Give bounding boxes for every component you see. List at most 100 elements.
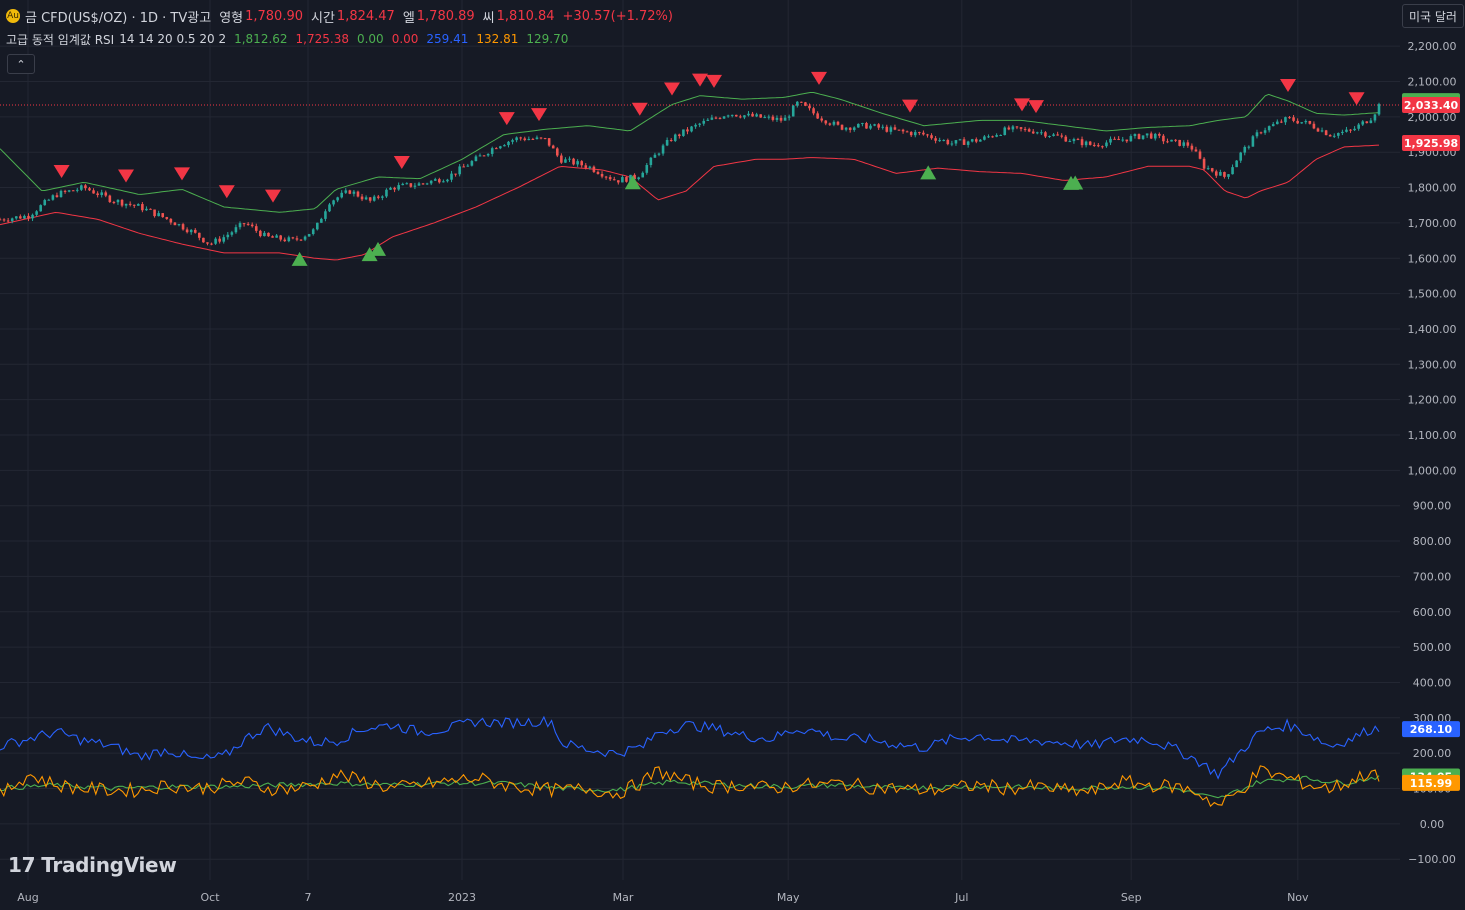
candle-body bbox=[275, 235, 278, 238]
candle-body bbox=[1117, 138, 1120, 141]
candle-body bbox=[6, 220, 10, 222]
candle-body bbox=[515, 137, 518, 141]
y-tick-label: 400.00 bbox=[1413, 676, 1452, 689]
candle-body bbox=[507, 141, 510, 146]
indicator-value: 259.41 bbox=[426, 32, 469, 46]
x-tick-label: Oct bbox=[200, 891, 220, 904]
candle-body bbox=[161, 213, 165, 218]
candle-body bbox=[364, 197, 368, 200]
candle-body bbox=[43, 200, 47, 206]
gold-symbol-icon: Au bbox=[6, 9, 20, 23]
candle-body bbox=[1247, 146, 1251, 148]
candle-body bbox=[1068, 141, 1072, 143]
candle-body bbox=[47, 199, 51, 201]
candle-body bbox=[218, 238, 221, 242]
rsi-green-line bbox=[0, 775, 1380, 799]
candle-body bbox=[1121, 139, 1125, 141]
candle-body bbox=[1031, 131, 1035, 134]
candle-body bbox=[527, 138, 531, 141]
y-tick-label: 900.00 bbox=[1413, 500, 1452, 513]
candle-body bbox=[572, 158, 575, 165]
candle-body bbox=[617, 180, 620, 183]
candle-body bbox=[283, 239, 287, 242]
candle-body bbox=[1219, 172, 1222, 176]
candle-body bbox=[714, 117, 718, 119]
candle-body bbox=[857, 123, 860, 128]
candle-body bbox=[865, 123, 868, 129]
candle-body bbox=[913, 132, 917, 136]
candle-body bbox=[1190, 145, 1194, 150]
sell-signal-marker bbox=[631, 102, 648, 116]
candle-body bbox=[1170, 139, 1173, 142]
candle-body bbox=[360, 196, 364, 200]
candle-body bbox=[600, 173, 604, 177]
price-axis-label-bg bbox=[1402, 721, 1460, 738]
candle-body bbox=[694, 124, 697, 127]
candle-body bbox=[259, 230, 262, 237]
candle-body bbox=[92, 190, 95, 194]
tradingview-logo[interactable]: 17 TradingView bbox=[8, 853, 177, 877]
candle-body bbox=[1153, 133, 1157, 139]
candle-body bbox=[1235, 160, 1238, 168]
candle-body bbox=[710, 117, 714, 120]
candle-body bbox=[470, 161, 474, 166]
buy-signal-marker bbox=[920, 165, 937, 180]
sell-signal-marker bbox=[174, 167, 190, 181]
candle-body bbox=[966, 141, 970, 145]
candle-body bbox=[1271, 124, 1275, 127]
candle-body bbox=[356, 191, 360, 197]
candle-body bbox=[185, 229, 189, 233]
candle-body bbox=[1162, 135, 1165, 142]
candle-body bbox=[1312, 123, 1316, 129]
candle-body bbox=[881, 126, 885, 128]
candle-body bbox=[104, 192, 108, 196]
candle-body bbox=[954, 140, 958, 144]
candle-body bbox=[344, 190, 348, 193]
indicator-legend[interactable]: 고급 동적 임계값 RSI 14 14 20 0.5 20 2 1,812.62… bbox=[6, 31, 568, 47]
candle-body bbox=[381, 196, 384, 198]
candle-body bbox=[665, 140, 669, 146]
sell-signal-marker bbox=[1014, 98, 1030, 112]
candle-body bbox=[132, 204, 136, 206]
candle-body bbox=[238, 223, 242, 228]
collapse-legend-button[interactable]: ⌃ bbox=[7, 54, 35, 74]
candle-body bbox=[51, 195, 55, 200]
candle-body bbox=[1259, 132, 1263, 134]
candle-body bbox=[1276, 121, 1279, 125]
candle-body bbox=[222, 237, 226, 242]
symbol-title[interactable]: 금 CFD(US$/OZ) · 1D · TV광고 bbox=[25, 10, 212, 26]
candle-body bbox=[149, 208, 152, 210]
candle-body bbox=[767, 116, 771, 118]
candle-body bbox=[336, 197, 339, 201]
candle-body bbox=[1239, 152, 1242, 161]
candle-body bbox=[503, 145, 506, 147]
candle-body bbox=[1174, 139, 1177, 141]
candle-body bbox=[446, 179, 449, 182]
candle-body bbox=[84, 185, 87, 189]
currency-button[interactable]: 미국 달러 bbox=[1402, 4, 1464, 28]
candle-body bbox=[653, 154, 657, 158]
change-value: +30.57(+1.72%) bbox=[562, 8, 673, 24]
candle-body bbox=[893, 127, 897, 130]
candle-body bbox=[352, 191, 356, 194]
x-tick-label: Sep bbox=[1121, 891, 1142, 904]
candle-body bbox=[531, 138, 535, 140]
candle-body bbox=[67, 190, 71, 192]
candle-body bbox=[324, 211, 327, 219]
candle-body bbox=[551, 145, 555, 149]
candle-body bbox=[836, 121, 840, 125]
y-tick-label: 700.00 bbox=[1413, 570, 1452, 583]
candle-body bbox=[193, 229, 197, 233]
candle-body bbox=[983, 136, 986, 140]
candle-body bbox=[1044, 132, 1047, 137]
x-tick-label: Nov bbox=[1287, 891, 1309, 904]
candle-body bbox=[157, 213, 160, 217]
candle-body bbox=[234, 227, 238, 233]
candle-body bbox=[1166, 141, 1169, 143]
candle-body bbox=[1101, 146, 1104, 148]
candle-body bbox=[832, 121, 836, 125]
candle-body bbox=[291, 237, 295, 239]
candle-body bbox=[1300, 122, 1304, 124]
candle-body bbox=[128, 203, 132, 205]
